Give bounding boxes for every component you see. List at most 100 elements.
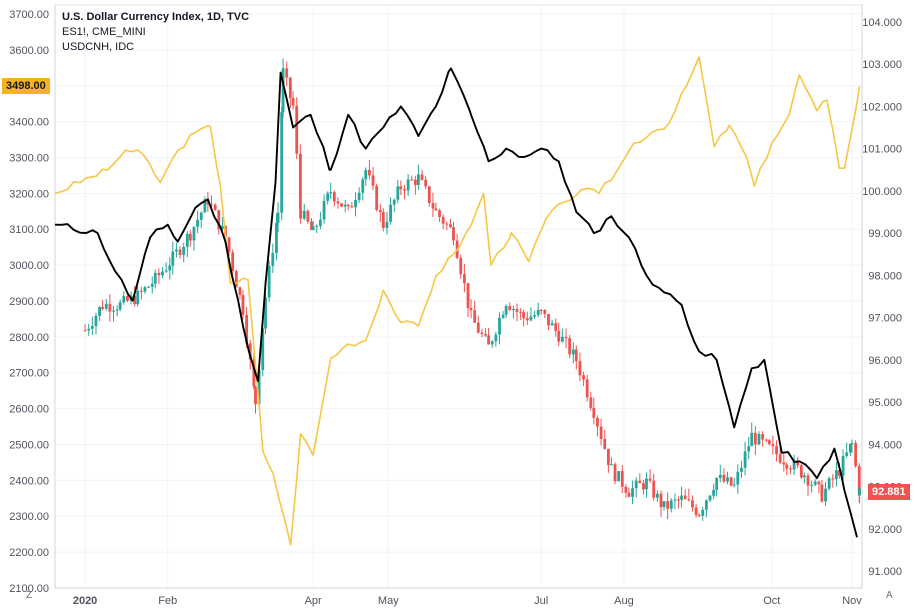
candle-body <box>504 305 508 315</box>
auto-scale-button[interactable]: A <box>886 590 893 601</box>
candle-body <box>792 460 796 470</box>
candle-body <box>271 253 275 266</box>
candle-body <box>645 478 648 490</box>
candle-body <box>115 309 119 311</box>
candle-body <box>547 313 550 326</box>
candle-body <box>571 349 575 355</box>
candle-body <box>108 304 112 312</box>
candle-body <box>511 309 515 311</box>
x-axis-tick-label: Jul <box>534 595 548 607</box>
legend-title: U.S. Dollar Currency Index, 1D, TVC <box>62 11 250 23</box>
candle-body <box>346 204 350 207</box>
candle-body <box>441 216 445 224</box>
candle-body <box>417 174 420 185</box>
candle-body <box>276 212 280 224</box>
candle-body <box>533 315 536 317</box>
candle-body <box>691 500 694 508</box>
timezone-button[interactable]: Z <box>26 590 33 601</box>
right-axis-tick-label: 94.000 <box>868 439 902 451</box>
candle-body <box>494 334 498 342</box>
left-axis-tick-label: 2100.00 <box>9 583 49 595</box>
candle-body <box>332 192 336 202</box>
candle-body <box>322 200 326 220</box>
candle-body <box>310 221 313 230</box>
right-axis-tick-label: 98.000 <box>868 270 902 282</box>
candle-body <box>704 500 708 510</box>
candle-body <box>539 309 543 311</box>
candle-body <box>83 330 87 332</box>
candle-body <box>118 302 122 310</box>
candle-body <box>835 470 838 480</box>
candle-body <box>147 286 151 288</box>
left-axis-tick-label: 3600.00 <box>9 45 49 57</box>
candle-body <box>726 477 729 482</box>
candle-body <box>550 323 554 326</box>
legend-series-usdcnh: USDCNH, IDC <box>62 41 135 53</box>
candle-body <box>680 495 683 500</box>
candle-body <box>831 478 835 480</box>
candle-body <box>634 480 638 489</box>
candle-body <box>449 224 452 228</box>
candle-body <box>399 186 403 190</box>
candle-body <box>613 464 617 482</box>
candle-body <box>150 283 154 287</box>
candle-body <box>747 446 751 452</box>
candle-body <box>858 488 861 496</box>
candle-body <box>627 492 631 497</box>
candle-body <box>789 468 792 470</box>
candle-body <box>299 209 303 219</box>
candle-body <box>848 443 852 453</box>
candle-body <box>659 493 663 508</box>
candle-body <box>708 495 712 501</box>
candle-body <box>413 179 417 185</box>
candle-body <box>560 336 564 342</box>
candle-body <box>775 446 778 455</box>
candle-body <box>427 186 431 204</box>
candle-body <box>227 237 231 253</box>
right-axis-tick-label: 101.000 <box>862 144 902 156</box>
legend-series-es: ES1!, CME_MINI <box>62 26 146 38</box>
candle-body <box>484 334 487 336</box>
candle-body <box>199 212 203 220</box>
right-axis-tick-label: 92.000 <box>868 524 902 536</box>
candle-body <box>87 328 91 331</box>
candle-body <box>302 210 306 219</box>
candle-body <box>319 219 322 227</box>
candle-body <box>168 265 172 271</box>
left-axis-tick-label: 2200.00 <box>9 547 49 559</box>
right-axis-tick-label: 97.000 <box>868 313 902 325</box>
candle-body <box>582 375 585 380</box>
candle-body <box>153 272 157 284</box>
candle-body <box>697 514 701 516</box>
es-last-price-badge: 3498.00 <box>2 78 50 95</box>
candle-body <box>336 201 340 204</box>
candle-body <box>291 97 295 106</box>
candle-body <box>767 440 771 445</box>
candle-body <box>261 328 265 370</box>
candle-body <box>281 68 285 113</box>
candle-body <box>687 499 691 501</box>
candle-body <box>753 432 757 445</box>
x-axis-tick-label: Aug <box>614 595 634 607</box>
candle-body <box>139 290 143 292</box>
candle-body <box>802 475 806 478</box>
candle-body <box>778 454 782 463</box>
candle-body <box>715 478 719 490</box>
candle-body <box>854 443 858 467</box>
candle-body <box>508 305 512 310</box>
candle-body <box>845 452 849 456</box>
candle-body <box>171 251 175 266</box>
candle-body <box>361 179 365 193</box>
candle-body <box>824 488 827 502</box>
candle-body <box>280 112 284 213</box>
candle-body <box>732 484 736 486</box>
candle-body <box>157 272 161 276</box>
candle-body <box>624 486 628 493</box>
left-axis-tick-label: 3100.00 <box>9 224 49 236</box>
candle-body <box>568 338 572 355</box>
candle-body <box>609 464 613 466</box>
candle-body <box>655 493 659 498</box>
candle-body <box>736 471 740 485</box>
candle-body <box>750 432 754 447</box>
candle-body <box>603 438 607 449</box>
